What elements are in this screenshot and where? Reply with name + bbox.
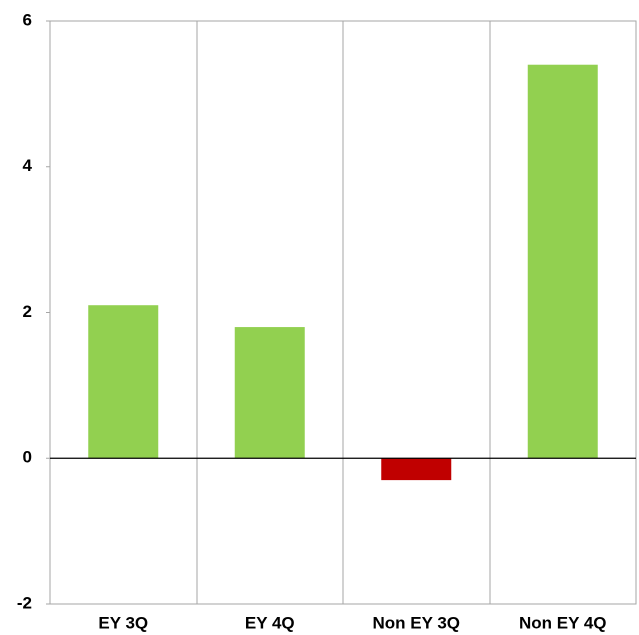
x-tick-label: Non EY 3Q (372, 613, 460, 632)
y-tick-label: 2 (23, 302, 32, 321)
bar (88, 305, 159, 459)
bar (234, 327, 305, 459)
x-tick-label: EY 4Q (245, 613, 295, 632)
x-tick-label: EY 3Q (98, 613, 148, 632)
bar (527, 64, 598, 459)
y-tick-label: 0 (23, 448, 32, 467)
x-tick-label: Non EY 4Q (519, 613, 607, 632)
bar (381, 458, 452, 481)
y-tick-label: 4 (23, 156, 33, 175)
y-tick-label: 6 (23, 10, 32, 29)
y-tick-label: -2 (17, 593, 32, 612)
